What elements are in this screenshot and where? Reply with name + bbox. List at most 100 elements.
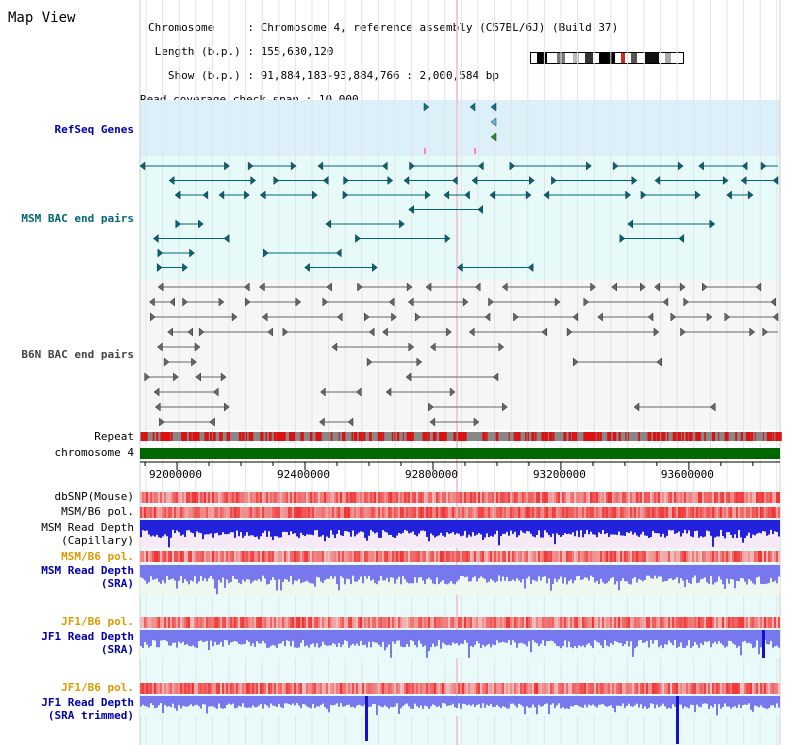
msm-cap-depth [764, 520, 766, 532]
jf1-trim-depth [392, 696, 394, 708]
jf1-trim-depth [520, 696, 522, 705]
jf1-sra-depth [488, 630, 490, 644]
jf1-b6-pol-cell [378, 617, 380, 628]
msm-b6-pol2-cell [246, 551, 248, 562]
jf1-b6-pol-cell [178, 617, 180, 628]
jf1-trim-depth [752, 696, 754, 712]
jf1-b6-pol-cell [182, 617, 184, 628]
msm-cap-depth [570, 520, 572, 535]
msm-sra-depth [516, 565, 518, 579]
chromosome-ideogram[interactable] [530, 52, 684, 64]
jf1-b6-pol2-cell [768, 683, 770, 694]
jf1-b6-pol2-cell [450, 683, 452, 694]
dbsnp-cell [648, 492, 650, 503]
msm-b6-pol-cell [768, 507, 770, 518]
dbsnp-cell [520, 492, 522, 503]
msm-sra-depth [386, 565, 388, 578]
msm-sra-depth [292, 565, 294, 585]
jf1-sra-depth [214, 630, 216, 642]
jf1-b6-pol2-cell [776, 683, 778, 694]
jf1-sra-depth [154, 630, 156, 641]
dbsnp-cell [364, 492, 366, 503]
jf1-sra-depth [650, 630, 652, 641]
msm-sra-depth [394, 565, 396, 584]
dbsnp-cell [366, 492, 368, 503]
msm-cap-depth [580, 520, 582, 531]
repeat-block [695, 432, 699, 441]
axis-tick-label: 92800000 [404, 468, 458, 481]
jf1-sra-depth [426, 630, 428, 658]
dbsnp-cell [194, 492, 196, 503]
jf1-trim-depth [744, 696, 746, 705]
msm-sra-depth [528, 565, 530, 577]
msm-b6-pol2-cell [504, 551, 506, 562]
b6n-bac-pair-tail [187, 327, 193, 337]
jf1-b6-pol2-cell [718, 683, 720, 694]
msm-b6-pol-cell [318, 507, 320, 518]
msm-cap-depth [538, 520, 540, 531]
jf1-trim-depth [740, 696, 742, 709]
jf1-sra-depth [420, 630, 422, 644]
jf1-trim-depth [640, 696, 642, 705]
dbsnp-cell [560, 492, 562, 503]
msm-sra-depth [620, 565, 622, 581]
dbsnp-cell [322, 492, 324, 503]
msm-cap-depth [336, 520, 338, 534]
repeat-block [453, 432, 457, 441]
jf1-b6-pol2-cell [404, 683, 406, 694]
msm-sra-depth [684, 565, 686, 587]
jf1-b6-pol-cell [318, 617, 320, 628]
msm-sra-depth [592, 565, 594, 578]
msm-b6-pol-cell [756, 507, 758, 518]
jf1-b6-pol-cell [698, 617, 700, 628]
jf1-b6-pol-cell [230, 617, 232, 628]
jf1-trim-depth [308, 696, 310, 708]
jf1-b6-pol2-cell [730, 683, 732, 694]
msm-sra-depth [538, 565, 540, 577]
msm-sra-depth [662, 565, 664, 582]
jf1-b6-pol2-cell [370, 683, 372, 694]
jf1-sra-depth [258, 630, 260, 644]
msm-b6-pol2-cell [268, 551, 270, 562]
msm-b6-pol-cell [752, 507, 754, 518]
repeat-block [382, 432, 385, 441]
jf1-b6-pol-cell [716, 617, 718, 628]
jf1-sra-depth [236, 630, 238, 642]
jf1-b6-pol-cell [712, 617, 714, 628]
dbsnp-cell [272, 492, 274, 503]
msm-b6-pol-cell [258, 507, 260, 518]
jf1-b6-pol2-cell [598, 683, 600, 694]
msm-b6-pol2-cell [508, 551, 510, 562]
msm-b6-pol-cell [410, 507, 412, 518]
jf1-trim-depth [634, 696, 636, 706]
msm-cap-depth [634, 520, 636, 533]
msm-sra-depth [274, 565, 276, 580]
dbsnp-cell [652, 492, 654, 503]
msm-bac-pair-tail [381, 161, 388, 171]
jf1-b6-pol-cell [358, 617, 360, 628]
jf1-trim-depth [292, 696, 294, 704]
jf1-sra-depth [670, 630, 672, 643]
msm-sra-depth [492, 565, 494, 581]
jf1-sra-depth [584, 630, 586, 648]
jf1-trim-depth [280, 696, 282, 708]
jf1-sra-depth [772, 630, 774, 648]
msm-b6-pol-cell [228, 507, 230, 518]
jf1-trim-depth [632, 696, 634, 707]
msm-bac-pair-tail [224, 161, 230, 171]
msm-b6-pol2-cell [628, 551, 630, 562]
jf1-b6-pol2-cell [472, 683, 474, 694]
msm-b6-pol-cell [662, 507, 664, 518]
msm-sra-depth [168, 565, 170, 580]
jf1-b6-pol-cell [234, 617, 236, 628]
jf1-sra-depth [148, 630, 150, 648]
jf1-trim-depth [140, 696, 142, 707]
b6n-bac-pair-head [680, 327, 686, 337]
jf1-sra-depth [466, 630, 468, 643]
jf1-trim-depth [470, 696, 472, 706]
msm-cap-depth [442, 520, 444, 536]
jf1-b6-pol2-cell [442, 683, 444, 694]
msm-b6-pol-cell [464, 507, 466, 518]
msm-sra-depth [388, 565, 390, 583]
